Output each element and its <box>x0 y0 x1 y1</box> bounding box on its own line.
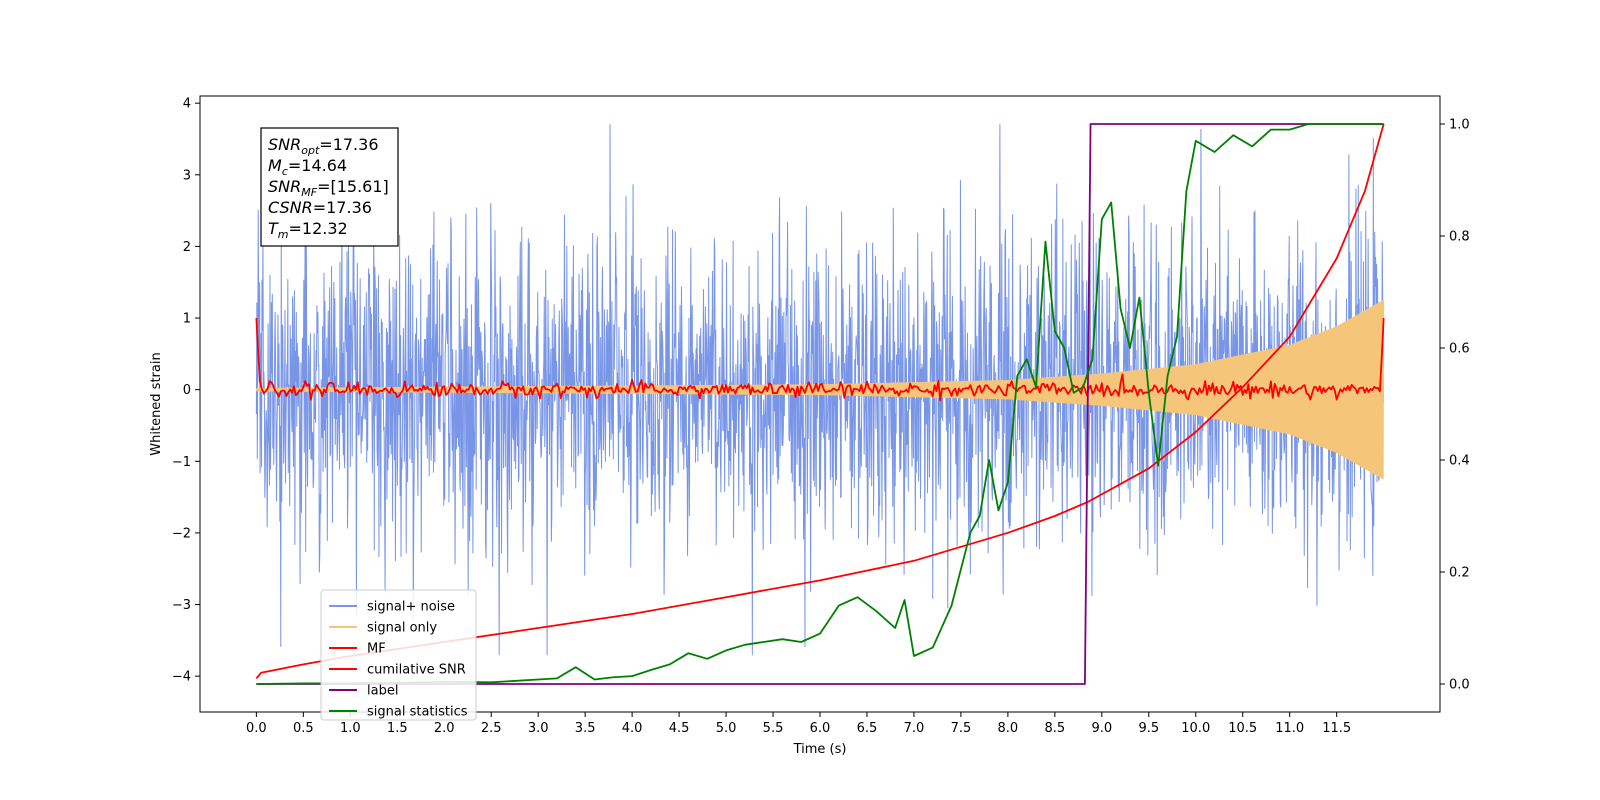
x-tick-label: 2.5 <box>481 721 502 736</box>
x-tick-label: 11.5 <box>1322 721 1351 736</box>
info-line: SNRMF=[15.61] <box>268 177 389 199</box>
series-mf <box>255 318 1385 402</box>
info-subscript: c <box>282 165 288 178</box>
x-tick-label: 5.5 <box>763 721 784 736</box>
x-tick-label: 6.5 <box>857 721 878 736</box>
x-tick-label: 7.5 <box>951 721 972 736</box>
y-tick-label: −2 <box>172 526 191 541</box>
y2-tick-label: 0.4 <box>1449 454 1470 469</box>
info-value: =[15.61] <box>317 177 389 196</box>
info-subscript: m <box>278 228 289 241</box>
y-tick-label: −4 <box>172 670 191 685</box>
info-line: Mc=14.64 <box>268 156 347 178</box>
x-tick-label: 10.0 <box>1181 721 1210 736</box>
y-tick-label: −3 <box>172 598 191 613</box>
x-tick-label: 5.0 <box>716 721 737 736</box>
x-axis-label: Time (s) <box>793 742 847 757</box>
x-tick-label: 0.0 <box>246 721 267 736</box>
x-tick-label: 6.0 <box>810 721 831 736</box>
x-tick-label: 4.5 <box>669 721 690 736</box>
y-axis-label: Whitened strain <box>149 352 164 455</box>
info-symbol: T <box>268 219 279 238</box>
legend-entry-label: label <box>367 684 398 699</box>
info-value: =12.32 <box>289 219 348 238</box>
y2-tick-label: 0.0 <box>1449 678 1470 693</box>
y2-tick-label: 0.2 <box>1449 566 1470 581</box>
info-symbol: CSNR <box>268 198 313 217</box>
y2-tick-label: 1.0 <box>1449 118 1470 133</box>
series-signal-statistics <box>256 123 1384 685</box>
y-tick-label: 1 <box>183 312 191 327</box>
info-line: SNRopt=17.36 <box>268 135 379 157</box>
x-tick-label: 9.5 <box>1138 721 1159 736</box>
y-tick-label: 4 <box>183 97 191 112</box>
info-line: CSNR=17.36 <box>268 198 372 217</box>
x-tick-label: 1.0 <box>340 721 361 736</box>
series-signal-noise <box>255 124 1385 656</box>
x-tick-label: 4.0 <box>622 721 643 736</box>
info-subscript: opt <box>301 144 320 157</box>
legend-entry-mf: MF <box>367 642 386 657</box>
info-symbol: SNR <box>268 135 301 154</box>
x-tick-label: 9.0 <box>1091 721 1112 736</box>
legend-entry-cumilative-snr: cumilative SNR <box>367 663 466 678</box>
y-axis-right: 0.0 0.2 0.4 0.6 0.8 1.0 <box>1440 118 1470 693</box>
info-symbol: SNR <box>268 177 301 196</box>
x-tick-label: 11.0 <box>1275 721 1304 736</box>
info-value: =17.36 <box>313 198 372 217</box>
y-tick-label: −1 <box>172 455 191 470</box>
x-tick-label: 3.5 <box>575 721 596 736</box>
x-tick-label: 8.5 <box>1045 721 1066 736</box>
legend-entry-signal-noise: signal+ noise <box>367 600 455 615</box>
info-symbol: M <box>268 156 282 175</box>
x-tick-label: 0.5 <box>293 721 314 736</box>
x-tick-label: 10.5 <box>1228 721 1257 736</box>
y-axis-left: −4 −3 −2 −1 0 1 2 3 4 <box>172 97 200 685</box>
y-tick-label: 2 <box>183 240 191 255</box>
x-axis: 0.0 0.5 1.0 1.5 2.0 2.5 3.0 3.5 4.0 4.5 5.0 5.5 6.0 6… <box>246 712 1351 736</box>
legend-entry-signal-only: signal only <box>367 621 437 636</box>
y2-tick-label: 0.8 <box>1449 230 1470 245</box>
legend: signal+ noise signal only MF cumilative SNR… <box>320 589 477 721</box>
y-tick-label: 3 <box>183 168 191 183</box>
y2-tick-label: 0.6 <box>1449 342 1470 357</box>
info-line: Tm=12.32 <box>268 219 348 241</box>
info-value: =17.36 <box>319 135 378 154</box>
x-tick-label: 7.0 <box>904 721 925 736</box>
y-tick-label: 0 <box>183 383 191 398</box>
x-tick-label: 3.0 <box>528 721 549 736</box>
series-label <box>256 123 1384 685</box>
info-box-frame <box>260 127 399 247</box>
info-value: =14.64 <box>288 156 347 175</box>
info-subscript: MF <box>301 186 317 199</box>
info-box: SNRopt=17.36Mc=14.64SNRMF=[15.61]CSNR=17… <box>260 127 399 247</box>
legend-frame <box>320 589 477 721</box>
x-tick-label: 8.0 <box>998 721 1019 736</box>
legend-entry-signal-statistics: signal statistics <box>367 705 468 720</box>
x-tick-label: 1.5 <box>387 721 408 736</box>
x-tick-label: 2.0 <box>434 721 455 736</box>
